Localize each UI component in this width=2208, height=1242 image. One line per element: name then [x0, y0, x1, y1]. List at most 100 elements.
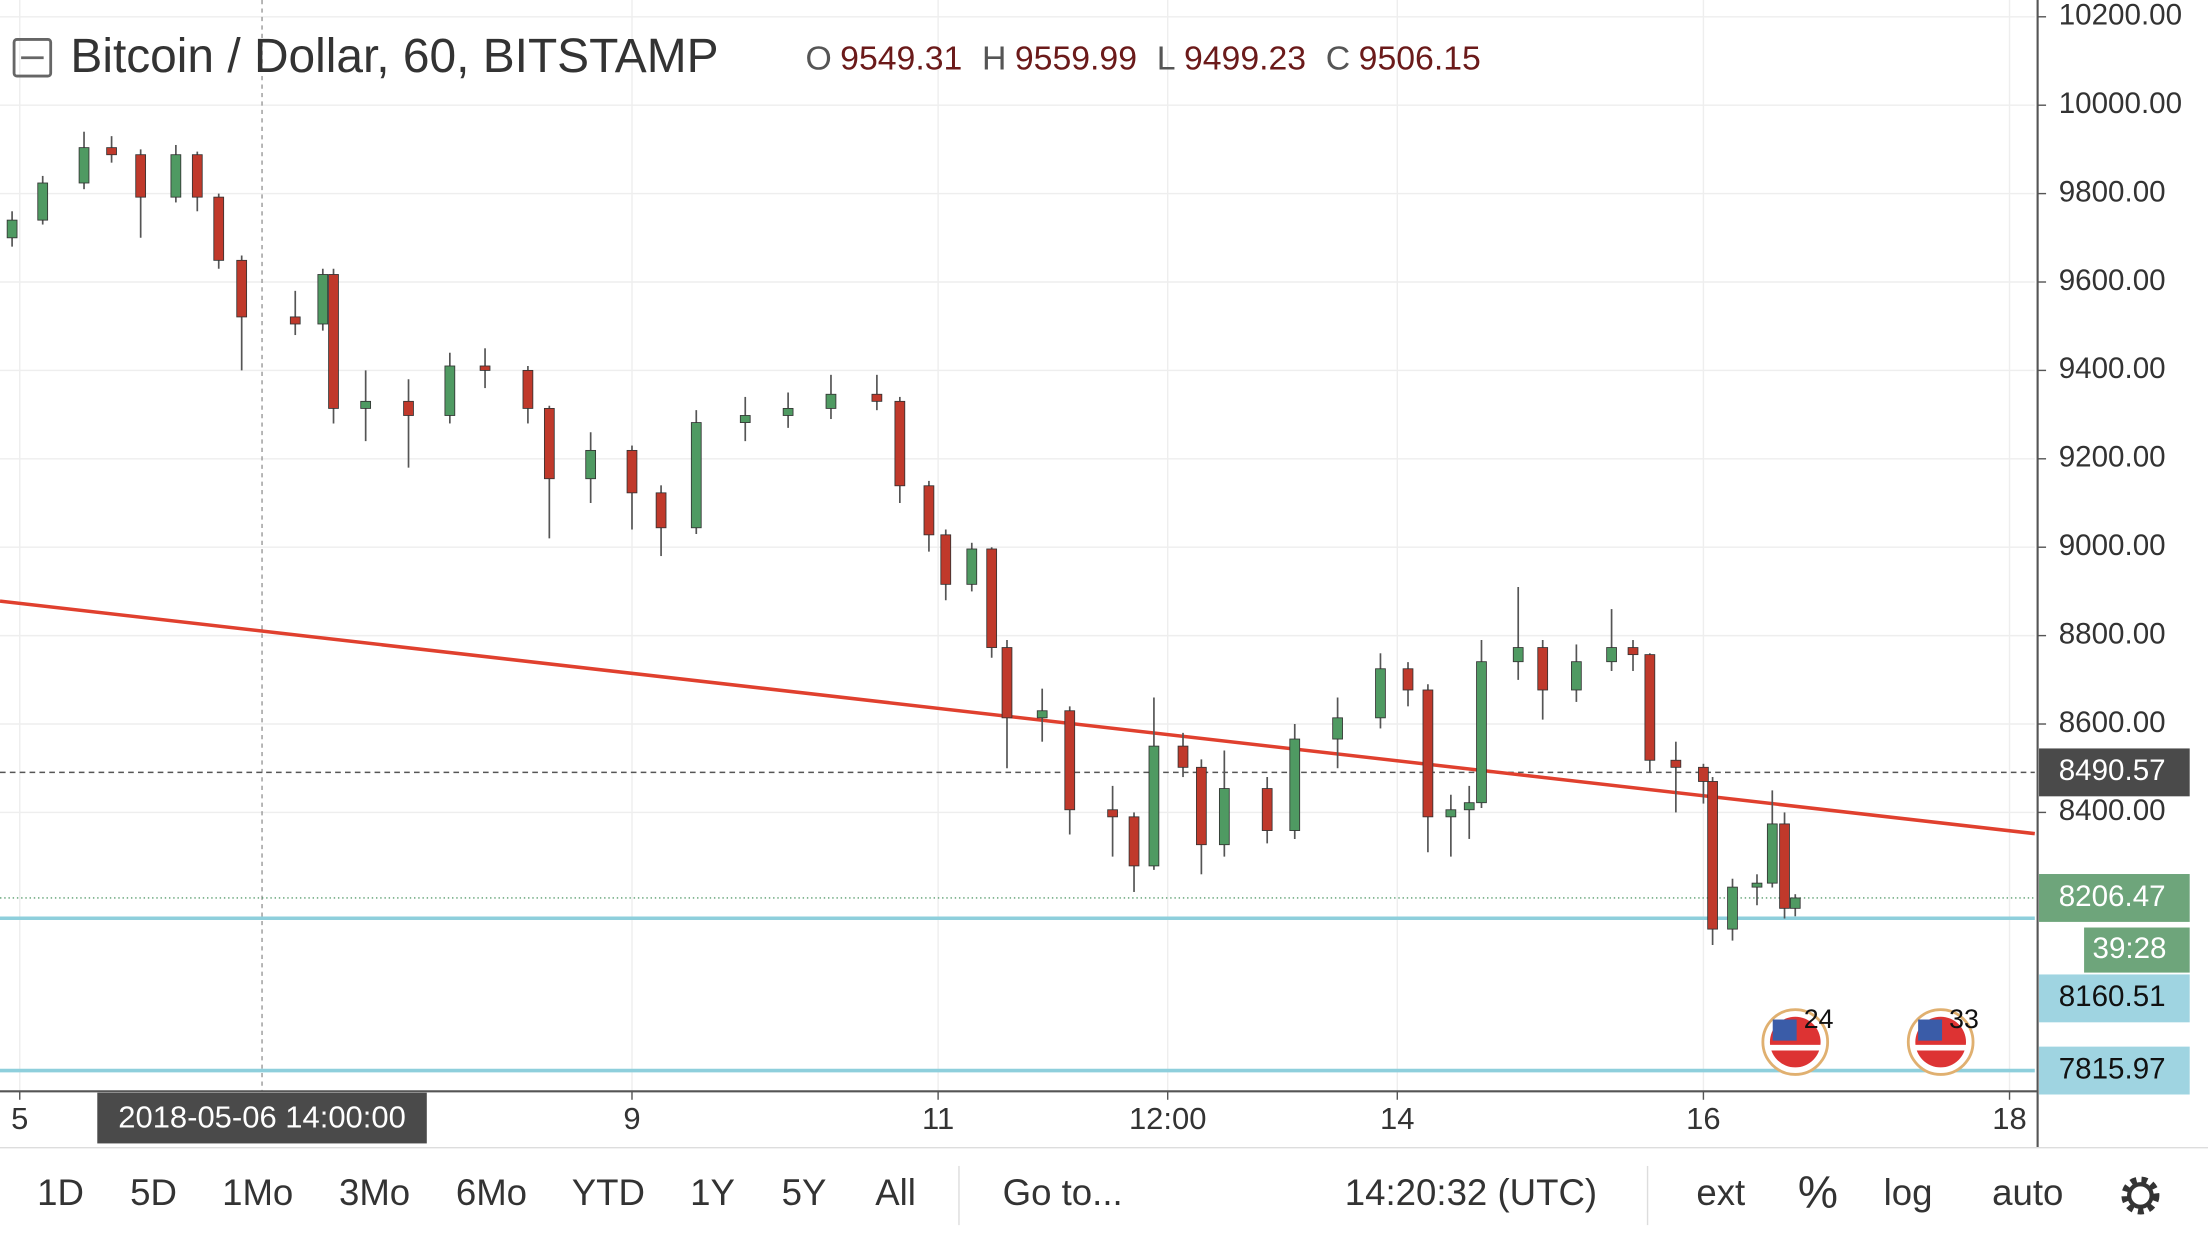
ohlc-value: 9549.31 — [840, 39, 962, 77]
candle-body — [690, 422, 702, 529]
candle-body — [522, 369, 534, 409]
candle-body — [966, 548, 978, 585]
price-label: 8206.47 — [2059, 880, 2166, 913]
range-button[interactable]: 3Mo — [339, 1172, 410, 1213]
collapse-button[interactable] — [12, 38, 53, 78]
price-label-box — [2039, 1046, 2190, 1095]
clock: 14:20:32 (UTC) — [1345, 1172, 1597, 1213]
candle-body — [1707, 781, 1718, 930]
range-button[interactable]: 6Mo — [456, 1172, 527, 1213]
flag-stripe — [1915, 1044, 1967, 1051]
candle-body — [940, 534, 952, 585]
y-tick-label: 9200.00 — [2059, 441, 2166, 474]
y-tick-label: 8800.00 — [2059, 617, 2166, 650]
x-tick-label: 5 — [11, 1101, 28, 1136]
candle-body — [1375, 668, 1386, 719]
symbol-title: Bitcoin / Dollar, 60, BITSTAMP — [70, 30, 718, 83]
ohlc-value: 9559.99 — [1015, 39, 1137, 77]
candle-body — [317, 274, 329, 325]
candle-body — [360, 400, 372, 409]
ohlc-label: C — [1326, 39, 1350, 77]
option-button[interactable]: ext — [1696, 1172, 1745, 1213]
candle-body — [825, 393, 837, 409]
candle-body — [1148, 745, 1160, 867]
range-button[interactable]: 1Mo — [222, 1172, 293, 1213]
ohlc-value: 9506.15 — [1359, 39, 1481, 77]
candle-body — [403, 400, 414, 416]
candle-body — [289, 316, 301, 325]
candle-body — [1789, 897, 1801, 909]
y-tick-label: 9600.00 — [2059, 264, 2166, 297]
toolbar: Go to... 14:20:32 (UTC) 1D 5D 1Mo 3Mo 6Mo YTD… — [37, 1165, 2160, 1226]
candle-body — [923, 485, 935, 536]
candle-body — [1107, 809, 1118, 818]
candle-body — [986, 548, 998, 648]
plot — [0, 0, 2035, 1092]
candle-body — [135, 154, 147, 198]
candle-body — [1261, 788, 1273, 831]
crosshair-label: 2018-05-06 14:00:00 — [118, 1100, 406, 1135]
candle-body — [78, 147, 90, 184]
x-tick-label: 9 — [623, 1101, 640, 1136]
price-label-box — [2039, 748, 2190, 797]
candle-body — [1698, 766, 1709, 782]
candle-body — [444, 365, 456, 416]
candle-body — [328, 274, 339, 409]
settings-icon[interactable] — [2121, 1176, 2160, 1215]
range-button[interactable]: 1D — [37, 1172, 84, 1213]
option-button[interactable]: % — [1798, 1166, 1838, 1217]
option-button[interactable]: log — [1884, 1172, 1933, 1213]
candle-body — [6, 219, 18, 239]
candle-body — [871, 393, 883, 402]
price-label: 8160.51 — [2059, 980, 2166, 1013]
candle-body — [1445, 809, 1457, 818]
candle-body — [655, 492, 667, 529]
goto-button[interactable]: Go to... — [1003, 1172, 1123, 1213]
candle-body — [1537, 647, 1549, 691]
y-tick-label: 8600.00 — [2059, 706, 2166, 739]
header: Bitcoin / Dollar, 60, BITSTAMP O 9549.31 H… — [12, 30, 1481, 83]
candle-body — [170, 154, 182, 198]
gear-ring — [2127, 1182, 2154, 1209]
ohlc-value: 9499.23 — [1184, 39, 1306, 77]
candle-body — [1571, 661, 1582, 691]
candle-body — [1196, 766, 1207, 846]
candle-body — [1001, 647, 1013, 719]
candle-body — [1128, 816, 1140, 867]
candle-body — [585, 449, 597, 480]
x-tick-label: 12:00 — [1129, 1101, 1207, 1136]
ohlc-legend: O 9549.31 H 9559.99 L 9499.23 C 9506.15 — [805, 39, 1480, 77]
ohlc-label: L — [1157, 39, 1176, 77]
ohlc-label: O — [805, 39, 831, 77]
range-button[interactable]: 1Y — [690, 1172, 735, 1213]
candle-body — [213, 196, 225, 261]
event-marker[interactable]: 33 — [1906, 1004, 1979, 1076]
range-button[interactable]: All — [875, 1172, 916, 1213]
event-marker[interactable]: 24 — [1761, 1004, 1834, 1076]
flag-canton — [1772, 1019, 1797, 1041]
event-count: 24 — [1804, 1004, 1834, 1034]
range-button[interactable]: 5D — [130, 1172, 177, 1213]
candle-body — [1779, 823, 1790, 909]
candle-body — [1422, 689, 1434, 818]
candle-body — [1463, 802, 1475, 811]
candle-body — [1177, 745, 1189, 768]
candle-body — [1627, 647, 1639, 656]
price-label-box — [2039, 974, 2190, 1023]
range-button[interactable]: 5Y — [782, 1172, 827, 1213]
candle-body — [236, 259, 248, 318]
y-tick-label: 9000.00 — [2059, 529, 2166, 562]
candle-body — [1670, 759, 1682, 768]
flag-stripe — [1769, 1044, 1821, 1051]
candle-body — [191, 154, 203, 198]
x-tick-label: 18 — [1992, 1101, 2026, 1136]
candle-body — [106, 147, 117, 156]
flag-canton — [1918, 1019, 1943, 1041]
trendline — [0, 599, 2035, 836]
candle-body — [1766, 823, 1778, 884]
range-button[interactable]: YTD — [572, 1172, 645, 1213]
option-button[interactable]: auto — [1992, 1172, 2063, 1213]
candle-body — [1402, 668, 1414, 691]
price-label: 8490.57 — [2059, 754, 2166, 787]
